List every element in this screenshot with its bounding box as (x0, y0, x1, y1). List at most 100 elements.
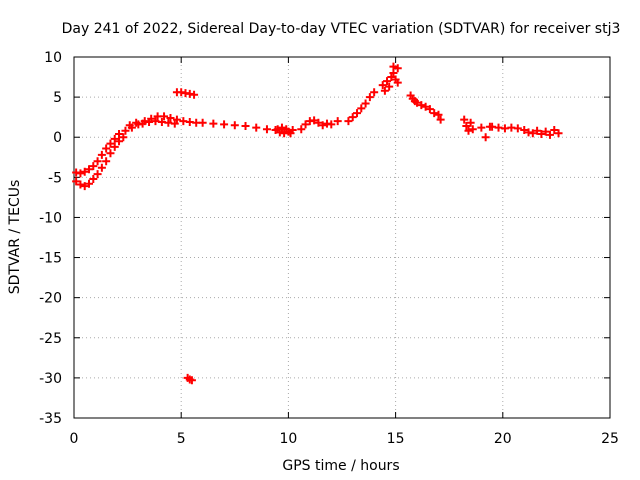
data-point (106, 139, 115, 148)
series-night-cluster-a (460, 115, 494, 142)
data-point (121, 126, 130, 135)
series-hump-lower (125, 117, 179, 130)
series-lower-trace-start (72, 133, 128, 191)
data-point (353, 109, 362, 118)
y-tick-label: -25 (39, 331, 62, 347)
series-afternoon (297, 116, 342, 134)
data-point (378, 81, 387, 90)
data-point (528, 129, 537, 138)
data-point (434, 110, 443, 119)
data-point (545, 130, 554, 139)
y-tick-label: 5 (53, 90, 62, 106)
data-point (102, 144, 111, 153)
data-point (541, 127, 550, 136)
data-point (310, 116, 319, 125)
data-point (72, 177, 81, 186)
data-point (425, 105, 434, 114)
data-point (76, 169, 85, 178)
data-point (288, 126, 297, 135)
series-outlier (183, 373, 196, 385)
data-point (327, 120, 336, 129)
series-upper-trace-start (72, 112, 201, 178)
y-tick-label: -10 (39, 210, 62, 226)
data-point (89, 162, 98, 171)
data-point (102, 157, 111, 166)
data-point (477, 123, 486, 132)
y-tick-label: 0 (53, 130, 62, 146)
data-point (513, 124, 522, 133)
data-point (462, 121, 471, 130)
data-point (393, 64, 402, 73)
y-axis-label: SDTVAR / TECUs (7, 180, 23, 295)
series-around-ten (273, 123, 297, 138)
data-point (383, 77, 392, 86)
data-point (170, 119, 179, 128)
data-point (80, 167, 89, 176)
data-point (106, 149, 115, 158)
data-point (537, 130, 546, 139)
data-point (172, 115, 181, 124)
data-point (85, 179, 94, 188)
data-point (344, 117, 353, 126)
data-point (430, 109, 439, 118)
series-peak (378, 62, 402, 95)
data-point (160, 112, 169, 121)
data-point (314, 118, 323, 127)
data-point (125, 121, 134, 130)
data-point (389, 62, 398, 71)
grid-lines (74, 57, 610, 418)
series-decline (406, 91, 445, 124)
data-point (421, 102, 430, 111)
plot-frame (73, 56, 611, 419)
data-point (370, 88, 379, 97)
data-point (277, 123, 286, 132)
data-point (466, 118, 475, 127)
x-tick-label: 25 (601, 431, 619, 447)
data-point (241, 121, 250, 130)
data-point (413, 98, 422, 107)
y-tick-label: -15 (39, 251, 62, 267)
data-point (520, 126, 529, 135)
data-point (481, 133, 490, 142)
data-point (357, 104, 366, 113)
series-offset-cluster (172, 88, 199, 99)
series-end (524, 126, 563, 139)
data-point (301, 120, 310, 129)
series-rise (344, 88, 379, 126)
data-point (209, 119, 218, 128)
data-point (138, 119, 147, 128)
data-point (115, 130, 124, 139)
data-point (385, 82, 394, 91)
series-midday (198, 118, 280, 135)
data-point (198, 118, 207, 127)
data-point (89, 174, 98, 183)
data-point (464, 126, 473, 135)
x-tick-label: 10 (279, 431, 297, 447)
series-night-cluster-b (488, 122, 529, 135)
data-point (93, 157, 102, 166)
data-point (80, 182, 89, 191)
data-point (97, 150, 106, 159)
data-point (119, 133, 128, 142)
data-point (220, 120, 229, 129)
data-point (297, 125, 306, 134)
data-point (85, 165, 94, 174)
data-point (252, 123, 261, 132)
data-point (387, 73, 396, 82)
data-point (348, 113, 357, 122)
y-tick-label: -20 (39, 291, 62, 307)
data-point (230, 121, 239, 130)
y-tick-label: 10 (44, 50, 62, 66)
data-point (76, 180, 85, 189)
data-point (190, 90, 199, 99)
data-point (333, 117, 342, 126)
data-point (533, 126, 542, 135)
x-tick-label: 15 (387, 431, 405, 447)
data-point (361, 99, 370, 108)
y-tick-label: -35 (39, 411, 62, 427)
data-points (72, 62, 563, 385)
data-point (393, 78, 402, 87)
data-point (318, 121, 327, 130)
data-point (166, 113, 175, 122)
